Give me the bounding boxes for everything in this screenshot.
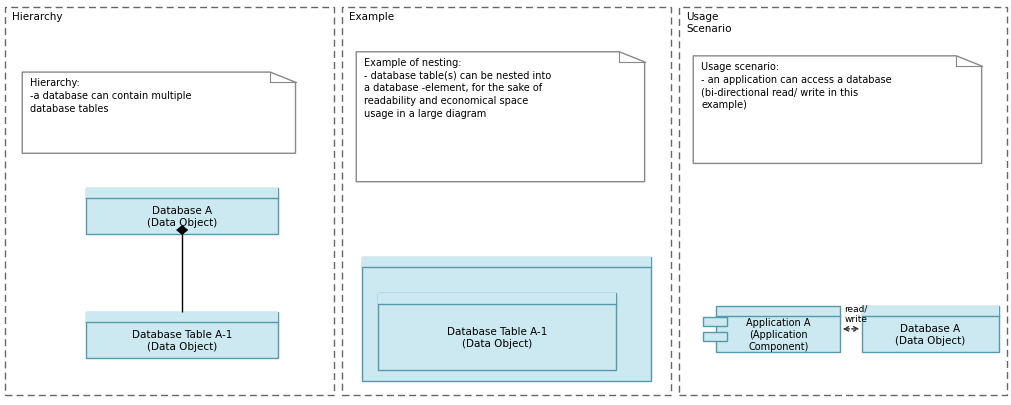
Bar <box>86 312 278 322</box>
Polygon shape <box>693 57 981 164</box>
Text: Example of nesting:
- database table(s) can be nested into
a database -element, : Example of nesting: - database table(s) … <box>364 58 551 119</box>
Text: Database A
(Data Object): Database A (Data Object) <box>895 323 964 345</box>
Bar <box>378 294 616 304</box>
Text: Hierarchy:
-a database can contain multiple
database tables: Hierarchy: -a database can contain multi… <box>30 78 192 113</box>
Bar <box>362 257 650 381</box>
Polygon shape <box>22 73 295 154</box>
Bar <box>342 8 670 395</box>
Text: Database A
(Data Object): Database A (Data Object) <box>147 206 217 228</box>
Polygon shape <box>356 53 644 182</box>
Text: Database Table A-1
(Data Object): Database Table A-1 (Data Object) <box>447 326 547 348</box>
Bar <box>86 188 278 235</box>
Text: Database A (Data Object): Database A (Data Object) <box>439 319 573 329</box>
Bar <box>703 332 726 341</box>
Text: Hierarchy: Hierarchy <box>12 12 63 22</box>
Text: Database Table A-1
(Data Object): Database Table A-1 (Data Object) <box>131 329 233 351</box>
Text: Usage scenario:
- an application can access a database
(bi-directional read/ wri: Usage scenario: - an application can acc… <box>701 62 891 110</box>
Bar <box>861 306 998 352</box>
Text: Application A
(Application
Component): Application A (Application Component) <box>745 318 810 351</box>
Bar <box>678 8 1006 395</box>
Text: Example: Example <box>349 12 394 22</box>
Text: Usage
Scenario: Usage Scenario <box>685 12 731 34</box>
Bar <box>378 294 616 371</box>
Bar <box>703 318 726 326</box>
Bar <box>362 257 650 267</box>
Bar <box>861 306 998 316</box>
Bar <box>86 312 278 358</box>
Bar <box>5 8 334 395</box>
Bar <box>86 188 278 198</box>
Bar <box>716 306 839 352</box>
Text: read/
write: read/ write <box>843 304 867 323</box>
Polygon shape <box>176 226 188 235</box>
